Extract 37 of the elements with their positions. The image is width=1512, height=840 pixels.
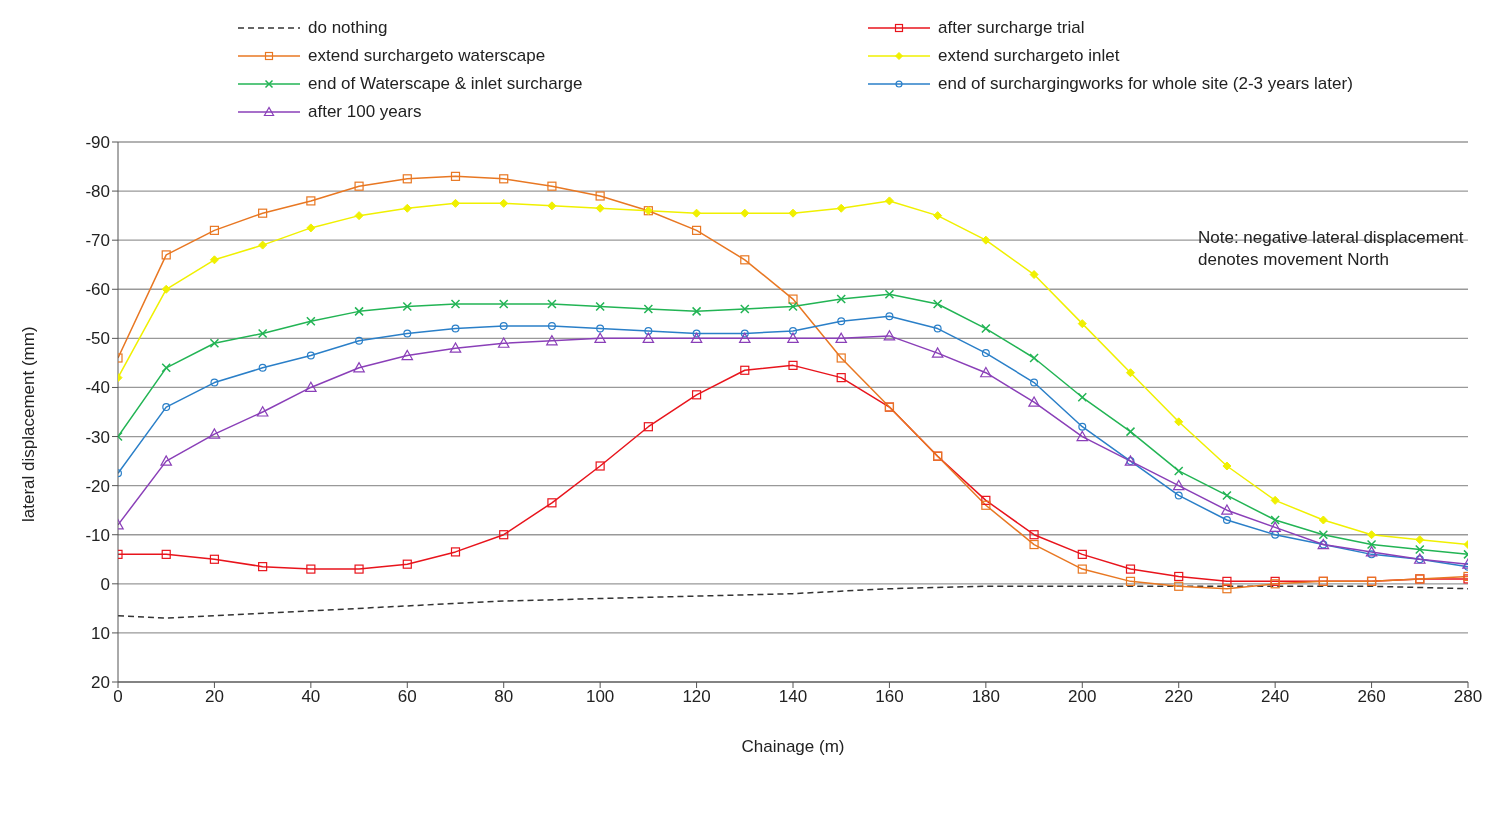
x-tick-label: 280 (1453, 687, 1483, 707)
y-tick-label: 0 (100, 574, 110, 594)
y-tick-label: -50 (85, 329, 110, 349)
x-tick-label: 20 (204, 687, 224, 707)
y-axis-title: lateral displacement (mm) (19, 326, 39, 522)
legend-label: after 100 years (308, 102, 422, 122)
x-tick-label: 180 (971, 687, 1001, 707)
legend-label: end of Waterscape & inlet surcharge (308, 74, 583, 94)
legend-label: extend surchargeto inlet (938, 46, 1120, 66)
x-tick-label: 260 (1357, 687, 1386, 707)
x-tick-label: 160 (875, 687, 904, 707)
y-tick-label: 20 (91, 673, 110, 693)
y-tick-label: -90 (85, 133, 110, 153)
y-tick-label: -20 (85, 476, 110, 496)
x-tick-label: 80 (494, 687, 514, 707)
x-tick-label: 120 (682, 687, 711, 707)
annotation: Note: negative lateral displacement denotes movement North (1198, 227, 1465, 271)
legend-label: after surcharge trial (938, 18, 1085, 38)
y-tick-label: -80 (85, 182, 110, 202)
y-tick-label: -40 (85, 378, 110, 398)
y-tick-label: -10 (85, 525, 110, 545)
x-tick-label: 200 (1068, 687, 1097, 707)
x-tick-label: 220 (1164, 687, 1193, 707)
x-tick-label: 140 (778, 687, 808, 707)
x-tick-label: 60 (397, 687, 417, 707)
x-tick-label: 100 (585, 687, 615, 707)
x-tick-label: 0 (113, 687, 123, 707)
x-axis-title: Chainage (m) (741, 737, 845, 756)
legend-label: do nothing (308, 18, 388, 38)
legend-label: end of surchargingworks for whole site (2-3 years later) (938, 74, 1353, 94)
legend-label: extend surchargeto waterscape (308, 46, 546, 66)
x-tick-label: 40 (301, 687, 321, 707)
x-tick-label: 240 (1260, 687, 1290, 707)
y-tick-label: -70 (85, 231, 110, 251)
y-tick-label: -30 (85, 427, 110, 447)
y-tick-label: -60 (85, 280, 110, 300)
y-tick-label: 10 (91, 623, 110, 643)
